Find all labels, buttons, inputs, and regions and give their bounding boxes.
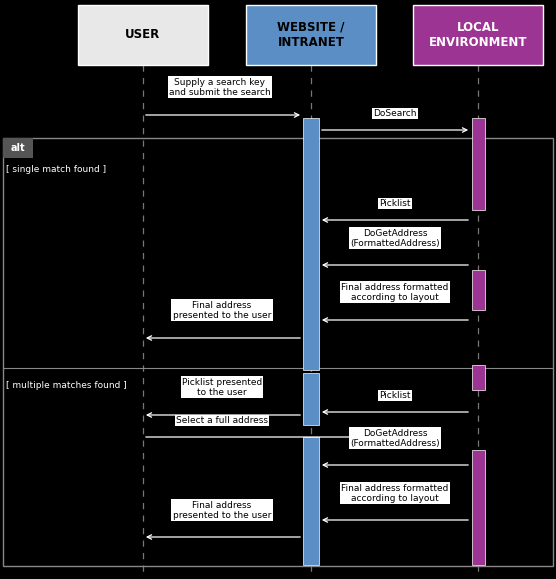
Bar xyxy=(471,365,484,390)
Text: Final address
presented to the user: Final address presented to the user xyxy=(173,301,271,320)
Text: [ single match found ]: [ single match found ] xyxy=(6,166,106,174)
FancyBboxPatch shape xyxy=(3,138,33,158)
Text: DoGetAddress
(FormattedAddress): DoGetAddress (FormattedAddress) xyxy=(350,229,440,248)
Bar xyxy=(471,118,484,210)
Text: alt: alt xyxy=(11,143,26,153)
Text: Final address
presented to the user: Final address presented to the user xyxy=(173,501,271,520)
Text: Select a full address: Select a full address xyxy=(176,416,268,425)
Text: [ multiple matches found ]: [ multiple matches found ] xyxy=(6,380,127,390)
Text: Final address formatted
according to layout: Final address formatted according to lay… xyxy=(341,483,449,503)
Text: Final address formatted
according to layout: Final address formatted according to lay… xyxy=(341,283,449,302)
Text: WEBSITE /
INTRANET: WEBSITE / INTRANET xyxy=(277,21,345,49)
Bar xyxy=(303,373,319,425)
Text: DoSearch: DoSearch xyxy=(373,109,417,118)
Bar xyxy=(471,270,484,310)
Bar xyxy=(303,437,319,565)
Text: Picklist: Picklist xyxy=(379,199,411,208)
Text: Supply a search key
and submit the search: Supply a search key and submit the searc… xyxy=(169,78,271,97)
Text: Picklist: Picklist xyxy=(379,391,411,400)
Bar xyxy=(471,450,484,565)
Bar xyxy=(78,5,208,65)
Bar xyxy=(246,5,376,65)
Text: DoGetAddress
(FormattedAddress): DoGetAddress (FormattedAddress) xyxy=(350,428,440,448)
Text: USER: USER xyxy=(125,28,161,42)
Text: LOCAL
ENVIRONMENT: LOCAL ENVIRONMENT xyxy=(429,21,527,49)
Bar xyxy=(3,138,553,566)
Bar xyxy=(303,118,319,370)
Bar xyxy=(413,5,543,65)
Text: Picklist presented
to the user: Picklist presented to the user xyxy=(182,378,262,397)
